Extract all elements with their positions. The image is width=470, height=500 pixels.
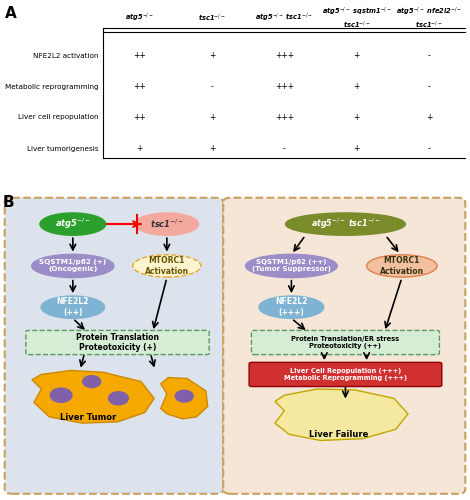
Ellipse shape bbox=[246, 254, 337, 278]
Text: -: - bbox=[428, 51, 431, 60]
Text: atg5$^{-/-}$ tsc1$^{-/-}$: atg5$^{-/-}$ tsc1$^{-/-}$ bbox=[255, 12, 313, 24]
Ellipse shape bbox=[41, 296, 105, 318]
Text: Liver Cell Repopulation (+++)
Metabolic Reprogramming (+++): Liver Cell Repopulation (+++) Metabolic … bbox=[284, 368, 407, 381]
Text: MTORC1
Activation: MTORC1 Activation bbox=[145, 256, 189, 276]
Ellipse shape bbox=[367, 255, 437, 277]
Text: -: - bbox=[211, 82, 213, 91]
Text: NFE2L2 activation: NFE2L2 activation bbox=[33, 52, 99, 59]
Text: +: + bbox=[353, 82, 360, 91]
Ellipse shape bbox=[259, 296, 324, 318]
Ellipse shape bbox=[40, 213, 106, 236]
FancyBboxPatch shape bbox=[26, 330, 209, 354]
Text: NFE2L2
(++): NFE2L2 (++) bbox=[57, 298, 89, 317]
Circle shape bbox=[109, 392, 128, 405]
FancyBboxPatch shape bbox=[251, 330, 439, 354]
Circle shape bbox=[50, 388, 72, 402]
Text: Protein Translation/ER stress
Proteotoxicity (++): Protein Translation/ER stress Proteotoxi… bbox=[291, 336, 400, 349]
Text: tsc1$^{-/-}$: tsc1$^{-/-}$ bbox=[198, 12, 226, 24]
Text: +: + bbox=[209, 113, 215, 122]
Polygon shape bbox=[161, 378, 208, 419]
Text: atg5$^{-/-}$ tsc1$^{-/-}$: atg5$^{-/-}$ tsc1$^{-/-}$ bbox=[311, 217, 380, 232]
Text: -: - bbox=[283, 144, 286, 153]
Text: Protein Translation
Proteotoxicity (+): Protein Translation Proteotoxicity (+) bbox=[76, 333, 159, 352]
FancyBboxPatch shape bbox=[249, 362, 442, 386]
Text: NFE2L2
(+++): NFE2L2 (+++) bbox=[275, 298, 307, 317]
Text: Liver Failure: Liver Failure bbox=[309, 430, 368, 440]
Text: +: + bbox=[209, 144, 215, 153]
Text: +: + bbox=[353, 51, 360, 60]
Text: +++: +++ bbox=[275, 82, 294, 91]
Text: MTORC1
Activation: MTORC1 Activation bbox=[380, 256, 424, 276]
Text: Liver tumorigenesis: Liver tumorigenesis bbox=[27, 146, 99, 152]
Text: ++: ++ bbox=[133, 51, 146, 60]
Ellipse shape bbox=[133, 255, 201, 277]
Text: +: + bbox=[353, 144, 360, 153]
Text: -: - bbox=[428, 144, 431, 153]
Text: +: + bbox=[209, 51, 215, 60]
Text: tsc1$^{-/-}$: tsc1$^{-/-}$ bbox=[150, 218, 184, 230]
Text: +: + bbox=[136, 144, 143, 153]
Circle shape bbox=[175, 390, 193, 402]
Text: A: A bbox=[5, 6, 16, 21]
Ellipse shape bbox=[32, 254, 114, 278]
Text: SQSTM1/p62 (+)
(Oncogenic): SQSTM1/p62 (+) (Oncogenic) bbox=[39, 260, 107, 272]
Text: atg5$^{-/-}$: atg5$^{-/-}$ bbox=[55, 217, 91, 232]
Text: ++: ++ bbox=[133, 113, 146, 122]
Text: SQSTM1/p62 (++)
(Tumor Suppressor): SQSTM1/p62 (++) (Tumor Suppressor) bbox=[252, 260, 331, 272]
Text: Liver cell repopulation: Liver cell repopulation bbox=[18, 114, 99, 120]
Text: Liver Tumor: Liver Tumor bbox=[60, 414, 117, 422]
Ellipse shape bbox=[285, 213, 405, 236]
Text: +: + bbox=[426, 113, 432, 122]
Text: B: B bbox=[2, 194, 14, 210]
FancyBboxPatch shape bbox=[223, 198, 465, 494]
FancyBboxPatch shape bbox=[5, 198, 223, 494]
Text: atg5$^{-/-}$: atg5$^{-/-}$ bbox=[125, 12, 154, 24]
Circle shape bbox=[83, 376, 101, 388]
Polygon shape bbox=[275, 389, 408, 440]
Text: -: - bbox=[428, 82, 431, 91]
Text: +++: +++ bbox=[275, 113, 294, 122]
Ellipse shape bbox=[135, 213, 198, 236]
Text: ++: ++ bbox=[133, 82, 146, 91]
Text: atg5$^{-/-}$ sqstm1$^{-/-}$
tsc1$^{-/-}$: atg5$^{-/-}$ sqstm1$^{-/-}$ tsc1$^{-/-}$ bbox=[322, 6, 392, 30]
Text: atg5$^{-/-}$ nfe2l2$^{-/-}$
tsc1$^{-/-}$: atg5$^{-/-}$ nfe2l2$^{-/-}$ tsc1$^{-/-}$ bbox=[396, 6, 462, 30]
Polygon shape bbox=[32, 370, 154, 423]
Text: +: + bbox=[353, 113, 360, 122]
Text: Metabolic reprogramming: Metabolic reprogramming bbox=[5, 84, 99, 89]
Text: +++: +++ bbox=[275, 51, 294, 60]
